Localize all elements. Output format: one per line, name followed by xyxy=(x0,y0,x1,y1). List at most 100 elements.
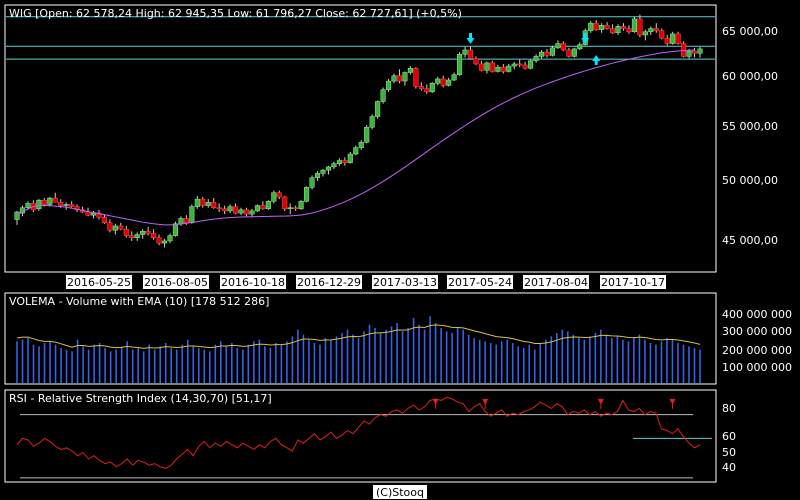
candle xyxy=(123,228,129,236)
candle xyxy=(511,63,517,67)
candle xyxy=(161,240,168,244)
candle xyxy=(429,82,435,93)
candle xyxy=(189,206,195,223)
candle xyxy=(293,207,299,210)
candle xyxy=(478,63,484,71)
candle xyxy=(533,56,539,61)
candle xyxy=(194,198,200,207)
rsi-ytick: 40 xyxy=(722,461,736,474)
candle xyxy=(528,60,534,69)
candle xyxy=(41,199,47,205)
candle xyxy=(697,48,703,54)
price-ytick: 45 000,00 xyxy=(722,234,778,247)
candle xyxy=(446,79,452,86)
candle xyxy=(686,50,692,57)
candle xyxy=(691,50,698,54)
signal-arrow-down xyxy=(469,33,473,39)
candle xyxy=(172,223,179,236)
candle xyxy=(74,206,80,211)
price-ytick: 50 000,00 xyxy=(722,174,778,187)
date-label: 2017-03-13 xyxy=(373,276,437,289)
price-series xyxy=(6,14,715,248)
candle xyxy=(304,187,310,202)
candle xyxy=(391,75,397,82)
candle xyxy=(254,205,260,212)
candle xyxy=(396,75,403,82)
candle xyxy=(216,207,222,210)
candle xyxy=(90,212,97,216)
candle xyxy=(129,235,135,238)
candle xyxy=(96,212,102,218)
candle xyxy=(260,205,266,210)
candle xyxy=(653,28,659,31)
candle xyxy=(47,197,53,205)
price-panel xyxy=(4,4,717,273)
candle xyxy=(276,192,282,198)
candle xyxy=(282,196,288,210)
date-label: 2016-10-18 xyxy=(221,276,285,289)
candle xyxy=(200,198,206,206)
candle xyxy=(648,28,654,32)
candle xyxy=(205,202,211,206)
rsi-ytick: 80 xyxy=(722,402,736,415)
candle xyxy=(544,51,550,56)
candle xyxy=(58,202,64,206)
candle xyxy=(489,62,495,72)
candle xyxy=(517,63,523,66)
date-label-box xyxy=(220,275,286,289)
candle xyxy=(85,211,91,216)
volume-ytick: 300 000 000 xyxy=(722,325,792,338)
price-header: WIG [Open: 62 578,24 High: 62 945,35 Low… xyxy=(9,7,462,20)
candle xyxy=(380,89,386,102)
volume-panel xyxy=(4,292,717,385)
candle xyxy=(331,163,337,168)
candle xyxy=(577,44,583,50)
candle xyxy=(112,225,118,231)
candle xyxy=(375,101,381,117)
candle xyxy=(353,147,359,155)
candle xyxy=(107,222,113,231)
candle xyxy=(238,209,244,214)
candle xyxy=(227,206,233,212)
volume-ytick: 400 000 000 xyxy=(722,308,792,321)
candle xyxy=(140,231,146,235)
candle xyxy=(151,233,157,238)
rsi-ytick: 50 xyxy=(722,446,736,459)
candle xyxy=(413,67,419,87)
candle xyxy=(642,31,648,36)
candle xyxy=(211,202,217,208)
candle xyxy=(347,153,353,163)
candle xyxy=(424,88,430,93)
signal-arrow-up xyxy=(592,55,601,61)
candle xyxy=(506,65,512,72)
candle xyxy=(418,86,424,89)
candle xyxy=(571,48,577,57)
candle xyxy=(287,207,293,210)
candle xyxy=(467,49,474,59)
date-label-box xyxy=(600,275,666,289)
candle xyxy=(386,80,392,90)
candle xyxy=(620,26,627,29)
candle xyxy=(145,231,151,234)
rsi-ytick: 60 xyxy=(722,430,736,443)
candle xyxy=(178,218,184,225)
date-label-box xyxy=(523,275,589,289)
candle xyxy=(440,78,446,86)
candle xyxy=(222,208,228,212)
footer-box xyxy=(373,485,427,499)
candle xyxy=(298,201,304,210)
volume-ytick: 200 000 000 xyxy=(722,344,792,357)
volume-ytick: 100 000 000 xyxy=(722,361,792,374)
date-label-box xyxy=(447,275,513,289)
candle xyxy=(659,30,665,39)
rsi-signal-marker xyxy=(482,398,489,405)
candle xyxy=(325,166,331,171)
date-label-box xyxy=(372,275,438,289)
price-ytick: 55 000,00 xyxy=(722,120,778,133)
date-label-box xyxy=(66,275,132,289)
candle xyxy=(402,72,408,82)
candle xyxy=(457,54,463,75)
candle xyxy=(358,142,364,148)
candle xyxy=(167,235,173,242)
date-label: 2017-08-04 xyxy=(524,276,588,289)
